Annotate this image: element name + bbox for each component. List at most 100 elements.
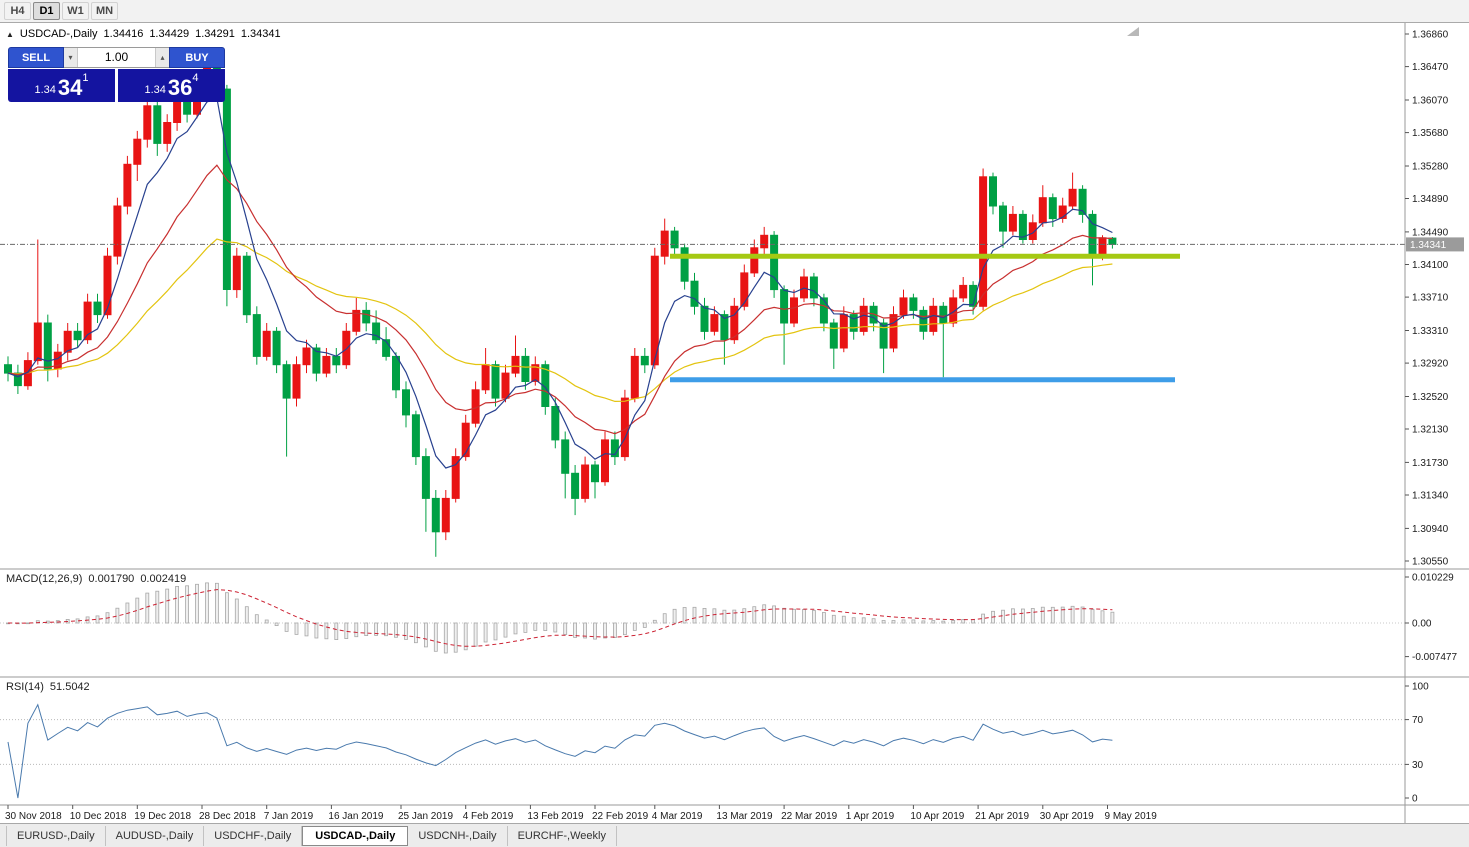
volume-down-icon[interactable]: ▾ (64, 48, 78, 67)
macd-bar (911, 619, 916, 624)
candle-bear (4, 364, 12, 374)
candle-bull (501, 372, 510, 399)
date-axis-label: 22 Mar 2019 (781, 811, 838, 822)
candle-bull (730, 305, 739, 341)
candle-bear (939, 305, 948, 324)
tab-eurusd-daily[interactable]: EURUSD-,Daily (6, 825, 106, 846)
timeframe-h4-button[interactable]: H4 (4, 2, 31, 20)
macd-axis[interactable]: 0.010229 0.00 -0.007477 (1405, 573, 1457, 664)
date-axis-label: 1 Apr 2019 (846, 811, 895, 822)
candle-bear (591, 464, 599, 483)
candle-bull (123, 163, 132, 207)
collapse-chart-icon[interactable]: ▲ (6, 29, 14, 39)
date-axis-label: 25 Jan 2019 (398, 811, 453, 822)
date-axis-label: 7 Jan 2019 (264, 811, 314, 822)
candle-bear (720, 314, 729, 341)
macd-bar (573, 622, 577, 638)
macd-bar (413, 622, 418, 644)
candle-bull (83, 301, 92, 341)
candle-bear (13, 372, 22, 387)
macd-bar (394, 622, 398, 638)
price-axis-label: 1.36470 (1412, 62, 1449, 73)
macd-bar (792, 608, 796, 624)
macd-bar (921, 620, 926, 624)
chart-symbol-label: USDCAD-,Daily (19, 28, 98, 40)
macd-bar (1070, 605, 1075, 624)
tab-usdcnh-daily[interactable]: USDCNH-,Daily (408, 825, 508, 846)
macd-bar (264, 619, 269, 624)
macd-signal-value: 0.002419 (140, 573, 187, 585)
candle-bull (461, 422, 470, 458)
candle-bull (1008, 213, 1017, 232)
chart-low-value: 1.34291 (195, 28, 235, 40)
timeframe-w1-button[interactable]: W1 (62, 2, 89, 20)
buy-button[interactable]: BUY (169, 47, 225, 68)
date-axis[interactable]: 30 Nov 2018 10 Dec 2018 19 Dec 2018 28 Dec … (5, 805, 1157, 822)
bid-pips: 34 (57, 75, 83, 100)
volume-input[interactable]: 1.00 (104, 50, 129, 64)
candle-bear (362, 309, 371, 324)
candle-bear (909, 297, 918, 311)
bid-price-display[interactable]: 1.34 34 1 (8, 69, 115, 102)
tab-usdchf-daily[interactable]: USDCHF-,Daily (204, 825, 303, 846)
macd-bar (563, 622, 568, 635)
ma-mid-line (7, 164, 1113, 435)
date-axis-label: 21 Apr 2019 (975, 811, 1029, 822)
candle-bear (431, 497, 440, 533)
candle-bear (282, 364, 291, 399)
macd-bar (145, 592, 150, 624)
macd-bar (244, 606, 249, 624)
macd-bar (593, 622, 597, 640)
price-axis-label: 1.34100 (1412, 260, 1449, 271)
macd-bar (364, 622, 369, 637)
macd-bar (702, 608, 707, 624)
timeframe-mn-button[interactable]: MN (91, 2, 118, 20)
macd-bar (274, 622, 279, 626)
macd-bar (533, 622, 538, 631)
macd-bar (742, 608, 747, 624)
chart-high-value: 1.34429 (149, 28, 190, 40)
volume-up-icon[interactable]: ▴ (155, 48, 169, 67)
one-click-trading-panel: SELL ▾ 1.00 ▴ BUY 1.34 34 1 1.34 36 4 (8, 47, 225, 102)
macd-bar (404, 622, 408, 640)
volume-control: ▾ 1.00 ▴ (64, 47, 169, 68)
macd-bar (483, 622, 488, 643)
timeframe-d1-button[interactable]: D1 (33, 2, 60, 20)
candle-bear (242, 255, 251, 316)
rsi-axis[interactable]: 100 70 30 0 (1405, 682, 1429, 805)
chart-tabs-bar: EURUSD-,Daily AUDUSD-,Daily USDCHF-,Daily U… (0, 823, 1469, 847)
rsi-axis-label: 100 (1412, 682, 1429, 693)
tab-usdcad-daily[interactable]: USDCAD-,Daily (302, 825, 409, 846)
date-axis-label: 13 Feb 2019 (527, 811, 584, 822)
candle-bull (511, 355, 520, 374)
candle-bull (232, 255, 241, 291)
macd-axis-label: 0.010229 (1412, 573, 1454, 584)
candle-bull (63, 330, 72, 353)
candle-bull (531, 364, 540, 382)
tab-eurchf-weekly[interactable]: EURCHF-,Weekly (508, 825, 617, 846)
price-axis-label: 1.34890 (1412, 194, 1449, 205)
macd-bar (822, 612, 826, 624)
macd-histogram (6, 582, 1115, 654)
macd-bar (772, 605, 776, 624)
candle-bear (700, 305, 709, 332)
tab-audusd-daily[interactable]: AUDUSD-,Daily (106, 825, 205, 846)
ask-price-display[interactable]: 1.34 36 4 (118, 69, 225, 102)
bid-integer: 1.34 (34, 84, 56, 96)
macd-bar (433, 622, 438, 652)
chart-canvas[interactable] (0, 23, 1469, 823)
price-axis[interactable]: 1.36860 1.36470 1.36070 1.35680 1.35280 1.348… (1405, 30, 1449, 568)
macd-bar (553, 622, 558, 633)
chart-shift-icon[interactable] (1127, 27, 1139, 36)
macd-bar (254, 614, 259, 624)
macd-bar (752, 606, 757, 624)
price-axis-label: 1.33310 (1412, 326, 1449, 337)
macd-bar (543, 622, 548, 631)
macd-bar (165, 588, 170, 624)
candle-bull (601, 439, 609, 483)
date-axis-label: 10 Apr 2019 (910, 811, 964, 822)
candle-bear (809, 276, 818, 299)
macd-bar (762, 604, 767, 624)
candle-bear (491, 364, 500, 399)
sell-button[interactable]: SELL (8, 47, 64, 68)
